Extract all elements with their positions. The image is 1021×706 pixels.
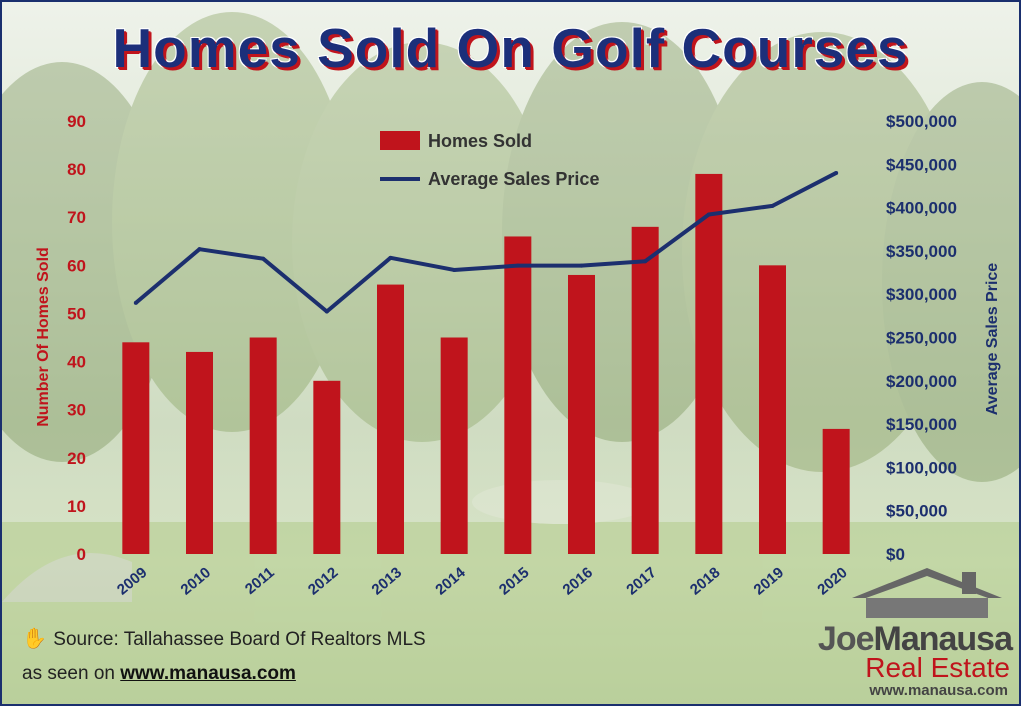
x-tick-2012: 2012 — [305, 564, 341, 598]
brand-logo: JoeManausa Real Estate www.manausa.com — [772, 564, 1013, 699]
x-tick-2014: 2014 — [432, 564, 469, 599]
x-tick-2017: 2017 — [623, 564, 659, 598]
y-tick-left: 50 — [67, 304, 86, 323]
bar-2014 — [440, 337, 468, 554]
line-point-2017 — [643, 259, 648, 264]
x-tick-2009: 2009 — [114, 564, 150, 598]
bar-2012 — [313, 380, 341, 554]
y-tick-right: $300,000 — [886, 285, 957, 304]
y-tick-left: 0 — [77, 545, 86, 564]
line-point-2015 — [515, 263, 520, 268]
line-point-2011 — [261, 256, 266, 261]
y-tick-right: $0 — [886, 545, 905, 564]
y-tick-right: $400,000 — [886, 199, 957, 218]
line-point-2012 — [324, 309, 329, 314]
chart-title: Homes Sold On Golf Courses — [112, 17, 909, 79]
line-point-2013 — [388, 255, 393, 260]
y-axis-right-title: Average Sales Price — [984, 263, 1001, 416]
x-tick-2010: 2010 — [178, 564, 214, 598]
line-point-2014 — [452, 267, 457, 272]
x-tick-2013: 2013 — [369, 564, 405, 598]
y-tick-left: 80 — [67, 160, 86, 179]
bar-2011 — [249, 337, 277, 554]
seen-on-note: as seen on www.manausa.com — [22, 663, 296, 685]
logo-subtitle: Real Estate — [865, 652, 1010, 683]
legend: Homes Sold Average Sales Price — [380, 131, 599, 189]
y-tick-left: 90 — [67, 112, 86, 131]
y-tick-left: 30 — [67, 401, 86, 420]
line-point-2010 — [197, 247, 202, 252]
line-point-2018 — [706, 212, 711, 217]
y-tick-right: $350,000 — [886, 242, 957, 261]
y-tick-right: $450,000 — [886, 155, 957, 174]
bar-2020 — [822, 428, 850, 554]
y-tick-left: 20 — [67, 449, 86, 468]
hand-icon: ✋ — [22, 628, 47, 650]
line-average-sales-price — [134, 171, 838, 314]
y-axis-left-title: Number Of Homes Sold — [35, 247, 52, 427]
source-note: ✋ Source: Tallahassee Board Of Realtors … — [22, 626, 426, 651]
x-tick-2011: 2011 — [242, 564, 278, 598]
y-tick-left: 60 — [67, 256, 86, 275]
line-point-2019 — [770, 203, 775, 208]
bar-2016 — [568, 274, 595, 554]
y-tick-right: $500,000 — [886, 112, 957, 131]
line-point-2016 — [579, 263, 584, 268]
x-tick-2016: 2016 — [560, 564, 596, 598]
bar-2019 — [759, 265, 786, 554]
legend-label-bars: Homes Sold — [428, 131, 532, 151]
y-tick-right: $100,000 — [886, 458, 957, 477]
x-tick-2018: 2018 — [687, 564, 723, 598]
y-tick-right: $50,000 — [886, 502, 947, 521]
seen-prefix: as seen on — [22, 663, 115, 684]
y-tick-right: $200,000 — [886, 372, 957, 391]
logo-name: JoeManausa — [817, 620, 1013, 658]
y-tick-right: $150,000 — [886, 415, 957, 434]
legend-swatch-bars — [380, 131, 420, 150]
website-link[interactable]: www.manausa.com — [120, 663, 296, 684]
bar-2013 — [377, 284, 404, 554]
legend-label-line: Average Sales Price — [428, 169, 599, 189]
bar-2015 — [504, 236, 532, 554]
source-text: Source: Tallahassee Board Of Realtors ML… — [53, 629, 426, 650]
house-icon — [852, 568, 1002, 618]
bar-2010 — [186, 351, 213, 554]
line-point-2009 — [133, 300, 138, 305]
logo-url: www.manausa.com — [869, 682, 1008, 699]
combo-chart: 0 10 20 30 40 50 60 70 80 90 $0 $50,000 $100,000 $15… — [35, 112, 1001, 599]
bar-2017 — [631, 226, 659, 554]
y-tick-right: $250,000 — [886, 329, 957, 348]
y-tick-left: 70 — [67, 208, 86, 227]
y-tick-left: 10 — [67, 497, 86, 516]
bar-2009 — [122, 342, 150, 554]
bar-2018 — [695, 173, 723, 554]
x-tick-2015: 2015 — [496, 564, 532, 598]
y-tick-left: 40 — [67, 353, 86, 372]
line-point-2020 — [834, 170, 839, 175]
